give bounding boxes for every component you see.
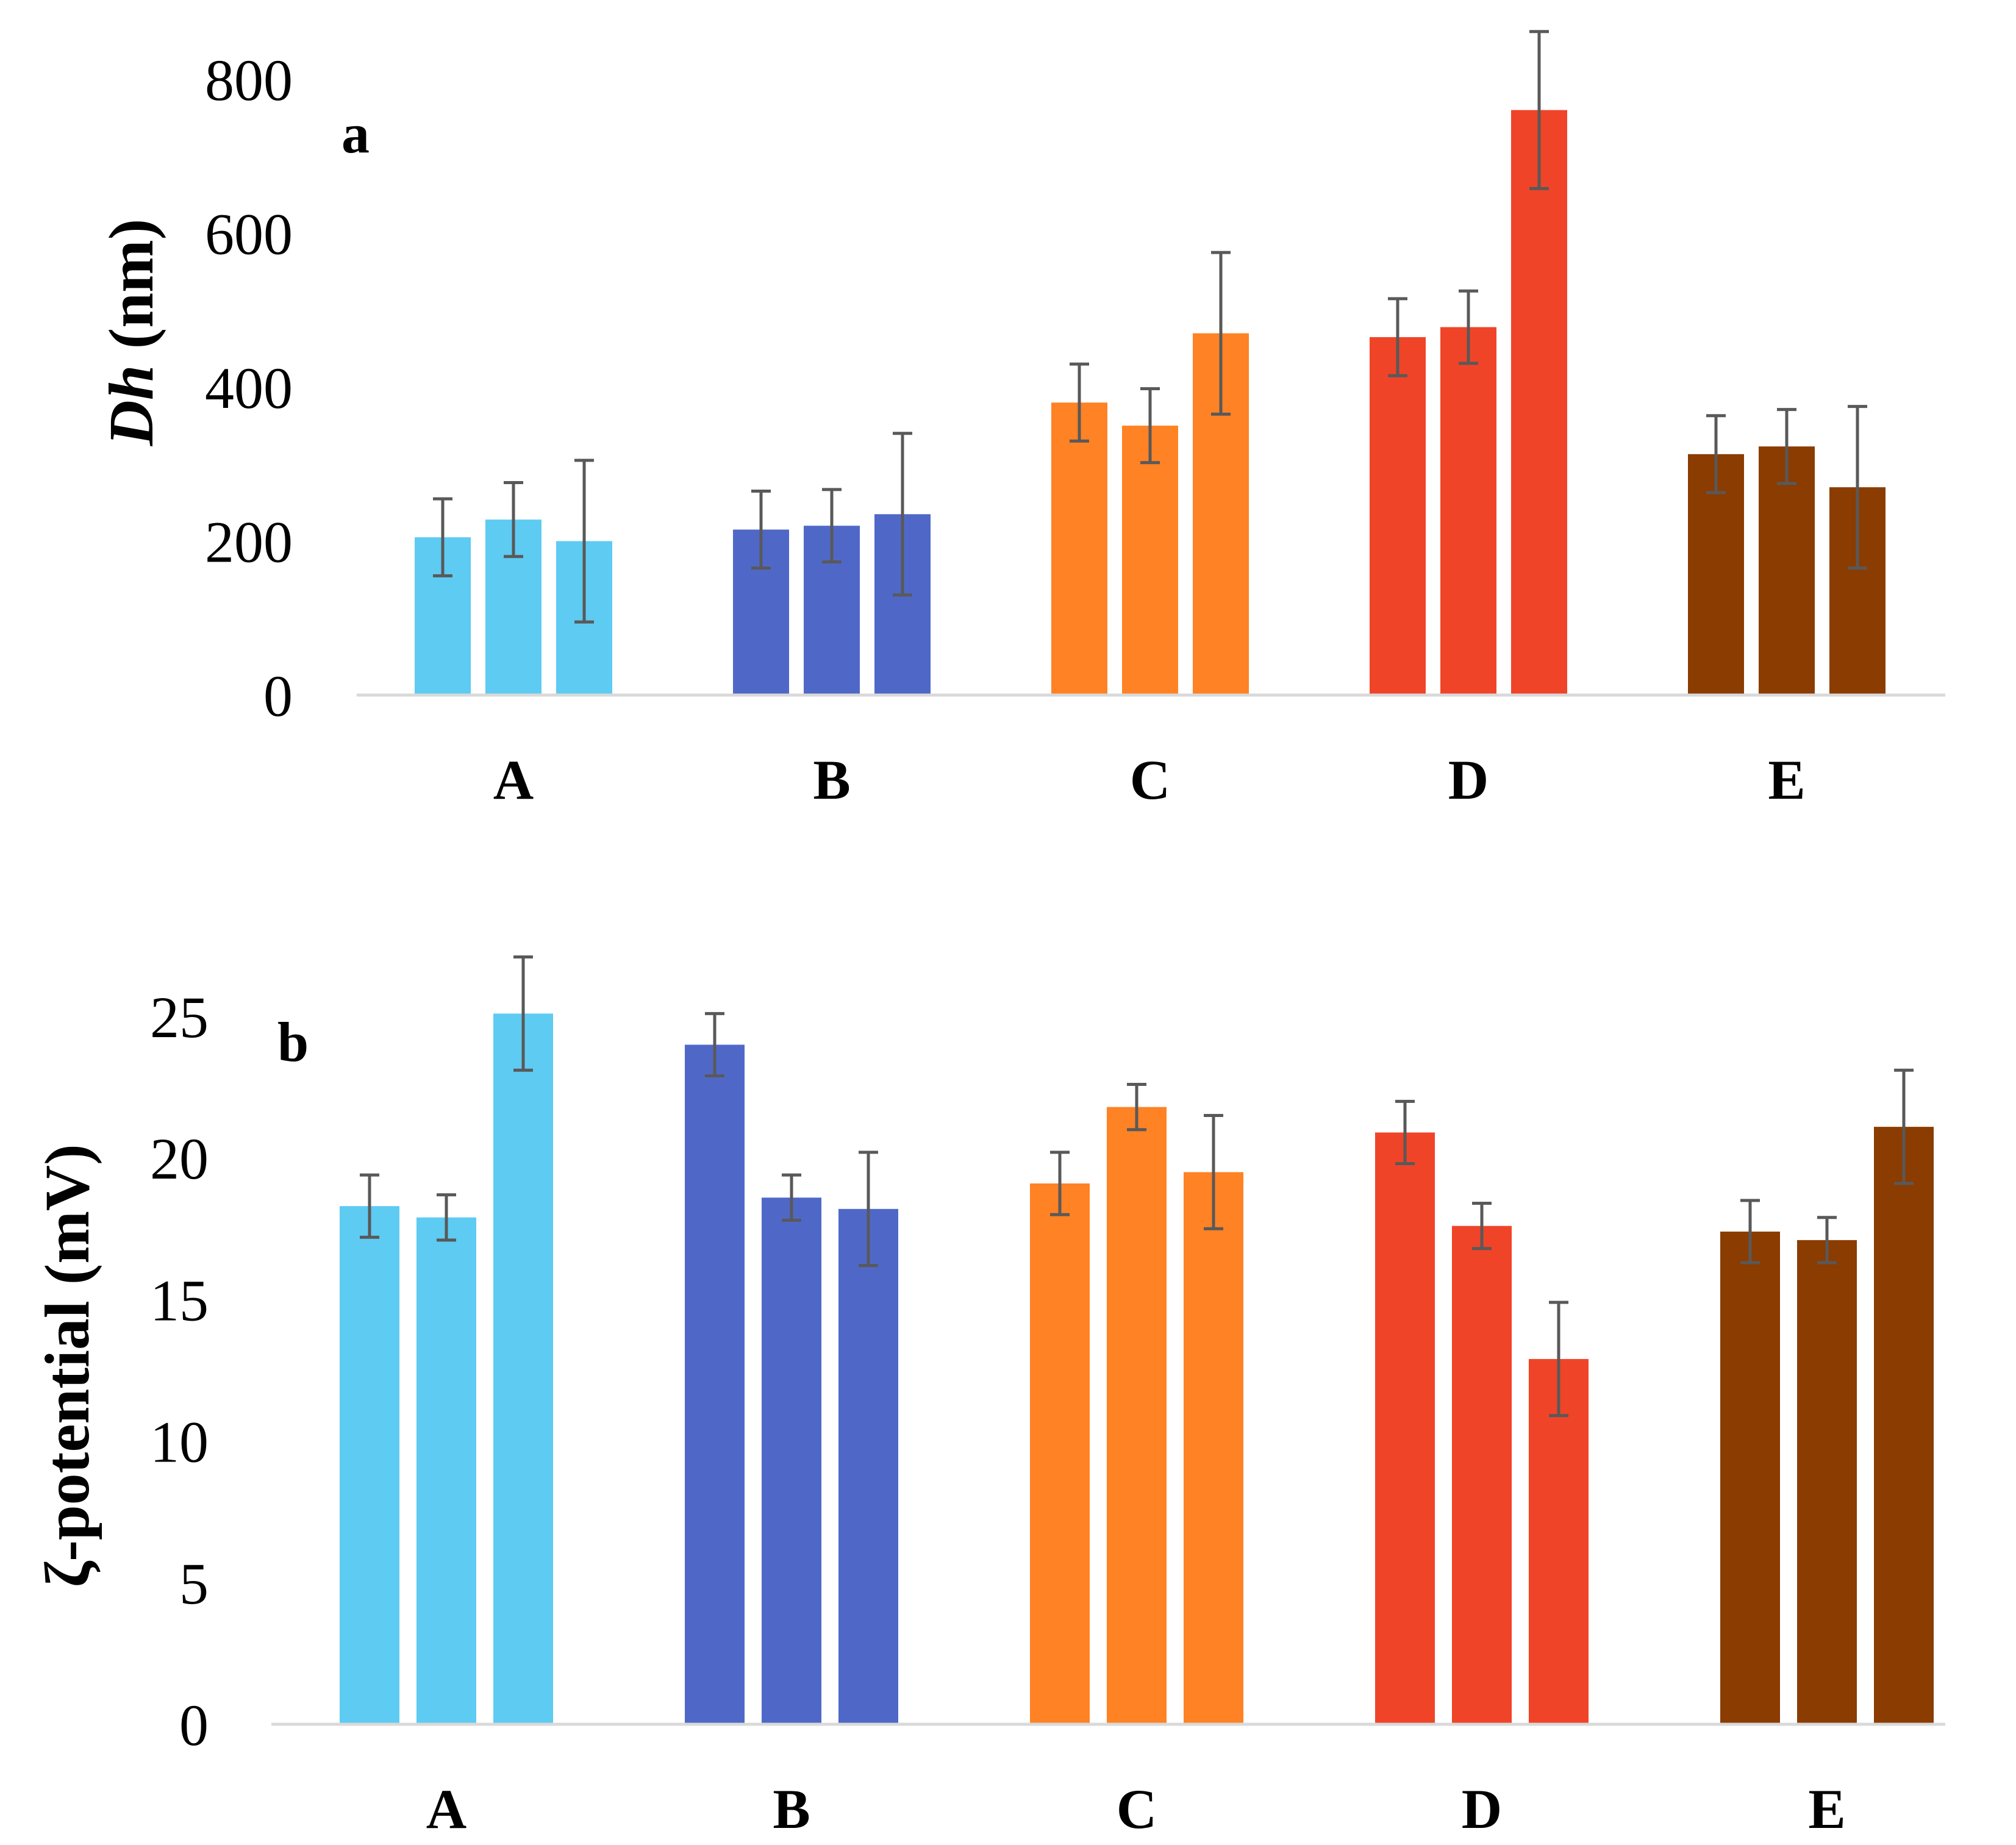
panel-b-error-bars: [360, 955, 1914, 1418]
panel-a-bar-c-1: [1051, 402, 1107, 695]
panel-a-error-bar-d-3: [1529, 30, 1549, 190]
panel-a-category-label-b: B: [813, 749, 850, 811]
panel-b-y-tick-label: 20: [150, 1126, 209, 1191]
panel-b-y-ticks: 0 5 10 15 20 25: [150, 985, 209, 1758]
panel-a-category-label-a: A: [493, 749, 534, 811]
panel-b-error-bar-c-3: [1204, 1114, 1223, 1230]
panel-a-bar-d-2: [1440, 327, 1496, 695]
panel-b-error-bar-e-2: [1817, 1216, 1837, 1265]
panel-a-y-tick-label: 0: [263, 663, 293, 729]
panel-a-error-bars: [433, 30, 1867, 624]
panel-b-error-bar-b-1: [705, 1012, 724, 1078]
panel-a-error-bar-e-1: [1706, 414, 1726, 494]
panel-a-letter: a: [341, 102, 370, 165]
panel-b-bar-e-2: [1797, 1240, 1857, 1724]
panel-b-letter: b: [277, 1011, 309, 1073]
panel-b-error-bar-b-3: [859, 1151, 878, 1268]
panel-a-bar-d-1: [1370, 337, 1426, 695]
panel-b-bar-d-2: [1452, 1226, 1512, 1724]
panel-a-error-bar-c-1: [1070, 362, 1089, 443]
panel-a-y-tick-label: 800: [205, 48, 293, 113]
panel-a-error-bar-b-2: [822, 488, 842, 564]
panel-a-error-bar-c-3: [1211, 251, 1231, 416]
panel-a-error-bar-d-2: [1459, 289, 1478, 365]
panel-a-error-bar-a-1: [433, 497, 452, 577]
panel-a-bar-e-2: [1759, 446, 1815, 695]
panel-b-bar-d-1: [1375, 1132, 1435, 1724]
panel-b-y-tick-label: 15: [150, 1268, 209, 1333]
panel-b-bar-b-1: [685, 1044, 745, 1724]
panel-b-error-bar-e-3: [1894, 1068, 1914, 1185]
panel-b-category-label-a: A: [426, 1778, 466, 1840]
panel-a-error-bar-a-2: [504, 481, 523, 558]
panel-b-y-axis-title: ζ-potential (mV): [32, 1144, 102, 1588]
panel-a-error-bar-e-2: [1777, 408, 1796, 485]
panel-b-bar-b-3: [838, 1208, 898, 1724]
panel-b-category-label-d: D: [1462, 1778, 1502, 1840]
panel-a-category-label-d: D: [1448, 749, 1489, 811]
panel-b-error-bar-a-3: [513, 955, 533, 1072]
panel-b-bar-e-1: [1720, 1231, 1780, 1724]
panel-a-bar-c-2: [1122, 426, 1178, 695]
panel-b-y-tick-label: 0: [179, 1693, 209, 1758]
panel-b-zeta-chart: b ζ-potential (mV) 0 5 10 15 20 25 A B C D E: [32, 955, 1945, 1840]
panel-b-error-bar-b-2: [782, 1173, 801, 1222]
panel-b-y-tick-label: 25: [150, 985, 209, 1050]
panel-a-y-tick-label: 600: [205, 202, 293, 267]
panel-a-y-axis-title-rest: (nm): [96, 219, 166, 365]
panel-b-error-bar-e-1: [1740, 1199, 1760, 1265]
panel-a-bar-e-1: [1688, 454, 1744, 695]
panel-a-error-bar-a-3: [574, 459, 594, 624]
panel-b-bar-d-3: [1529, 1358, 1589, 1724]
panel-b-bar-c-1: [1030, 1183, 1090, 1724]
panel-a-y-axis-title-italic: Dh: [96, 365, 166, 446]
panel-b-error-bar-d-1: [1395, 1099, 1415, 1165]
panel-a-error-bar-b-1: [751, 489, 771, 570]
panel-b-error-bar-c-2: [1127, 1082, 1146, 1132]
panel-b-error-bar-c-1: [1050, 1151, 1070, 1216]
panel-b-category-label-b: B: [773, 1778, 810, 1840]
panel-a-category-label-e: E: [1768, 749, 1805, 811]
panel-b-category-label-c: C: [1117, 1778, 1157, 1840]
panel-b-error-bar-d-3: [1549, 1301, 1568, 1418]
panel-b-error-bar-d-2: [1472, 1202, 1492, 1251]
panel-a-bars: [415, 110, 1886, 695]
panel-b-y-tick-label: 10: [150, 1410, 209, 1475]
panel-a-y-ticks: 0 200 400 600 800: [205, 48, 293, 729]
panel-b-y-tick-label: 5: [179, 1551, 209, 1616]
panel-b-error-bar-a-2: [437, 1193, 456, 1242]
panel-b-bars: [340, 1013, 1934, 1724]
panel-a-error-bar-d-1: [1388, 297, 1407, 377]
panel-b-bar-c-3: [1184, 1172, 1243, 1724]
panel-b-bar-c-2: [1107, 1107, 1167, 1724]
panel-b-bar-a-2: [416, 1217, 476, 1724]
panel-a-error-bar-e-3: [1848, 405, 1867, 570]
panel-b-bar-e-3: [1874, 1127, 1934, 1724]
panel-a-error-bar-b-3: [893, 432, 912, 597]
panel-a-y-axis-title: Dh (nm): [96, 219, 166, 447]
panel-b-error-bar-a-1: [360, 1173, 379, 1239]
panel-b-category-labels: A B C D E: [426, 1778, 1846, 1840]
panel-b-bar-a-1: [340, 1206, 399, 1724]
panel-a-bar-d-3: [1511, 110, 1567, 695]
panel-b-bar-b-2: [762, 1197, 821, 1724]
panel-a-category-labels: A B C D E: [493, 749, 1806, 811]
panel-b-bar-a-3: [493, 1013, 553, 1724]
panel-a-y-tick-label: 200: [205, 510, 293, 575]
panel-a-y-tick-label: 400: [205, 355, 293, 421]
panel-a-dh-chart: a Dh (nm) 0 200 400 600 800 A B C D E: [96, 30, 1945, 811]
panel-b-category-label-e: E: [1808, 1778, 1845, 1840]
panel-a-error-bar-c-2: [1140, 387, 1160, 465]
panel-a-category-label-c: C: [1130, 749, 1170, 811]
